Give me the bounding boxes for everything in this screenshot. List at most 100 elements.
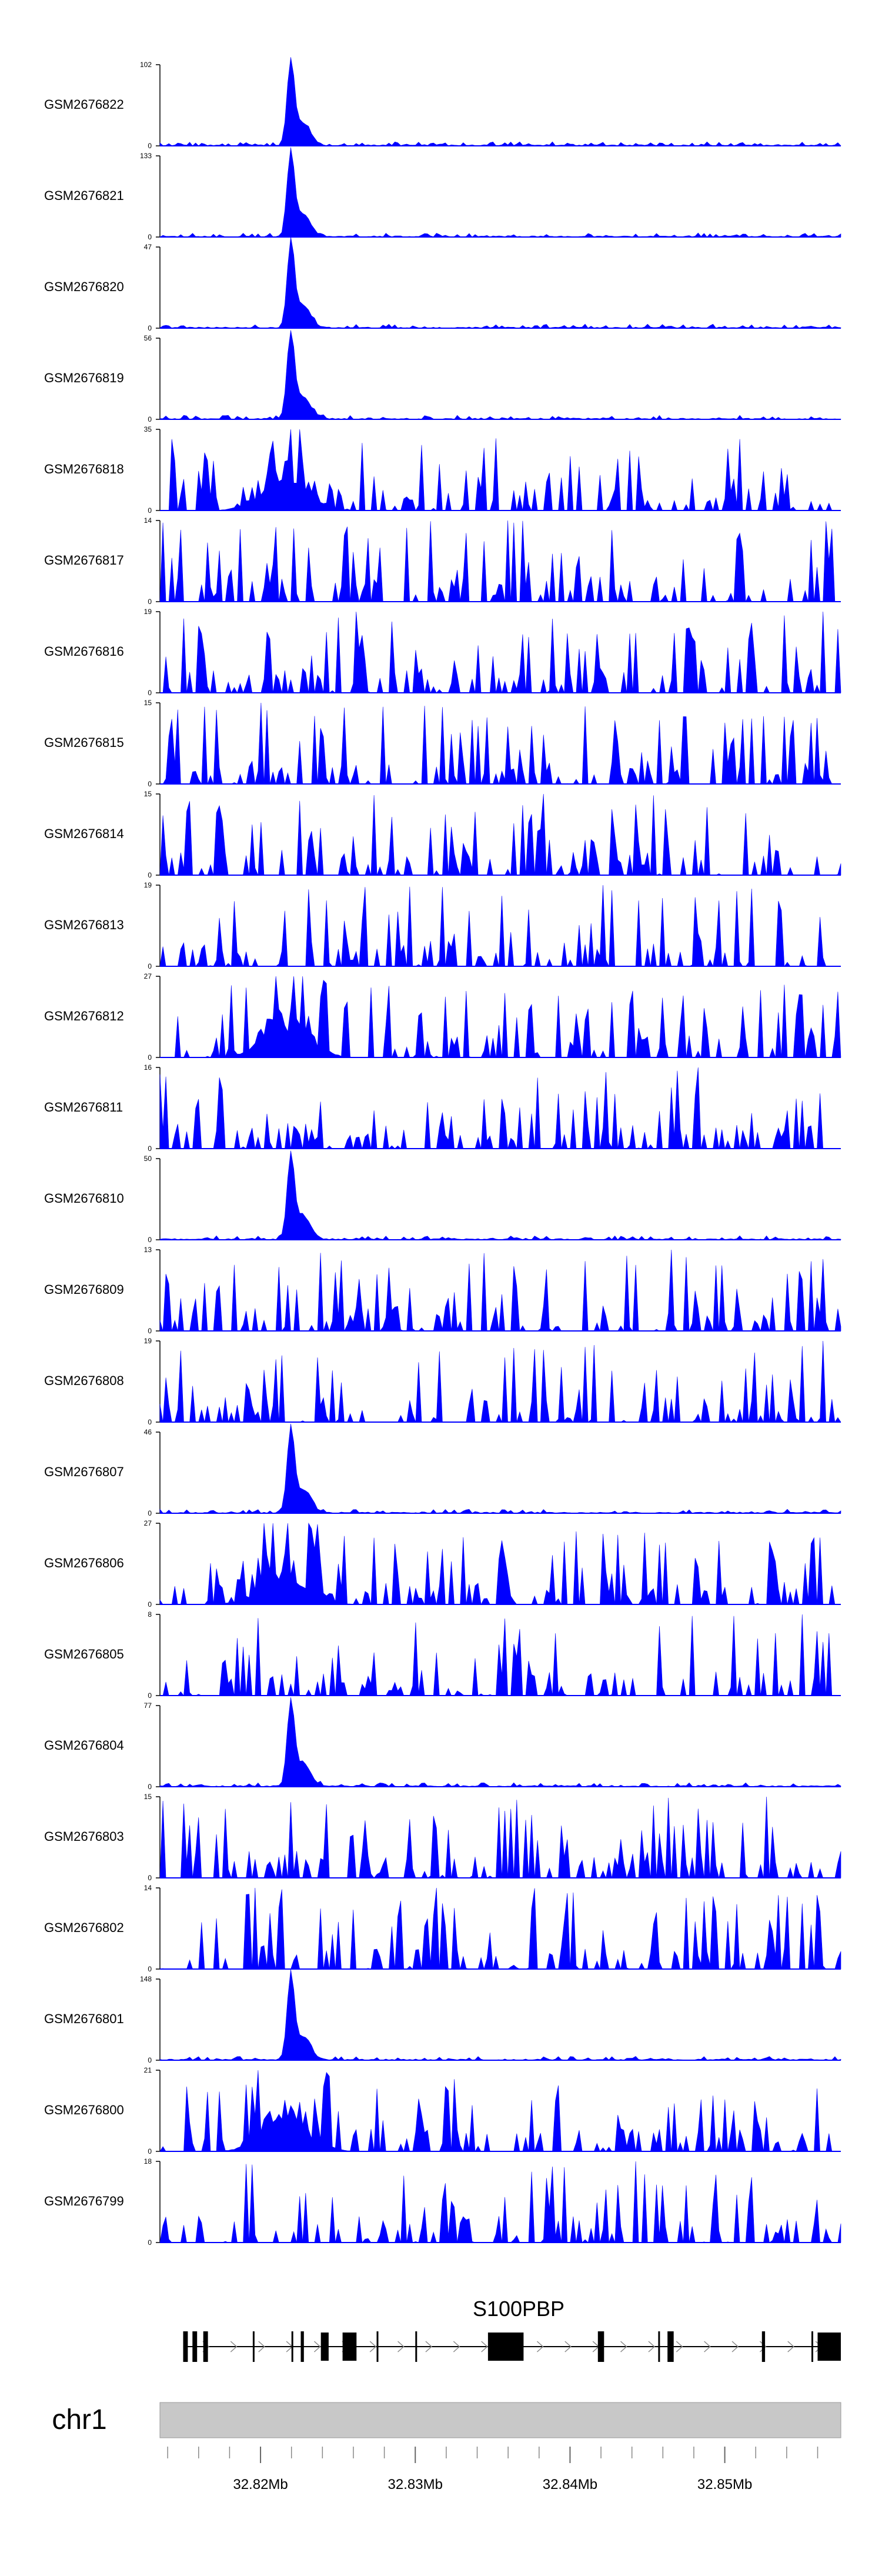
yzero-label: 0 (148, 2238, 152, 2247)
exon (415, 2331, 417, 2362)
yzero-label: 0 (148, 780, 152, 788)
sample-label: GSM2676819 (44, 371, 124, 385)
coverage-track: GSM2676807 46 0 (44, 1423, 841, 1517)
coverage-area (159, 2161, 841, 2243)
strand-arrow (648, 2341, 656, 2353)
coverage-track: GSM2676810 50 0 (44, 1150, 841, 1244)
ymax-label: 56 (144, 334, 152, 342)
sample-label: GSM2676816 (44, 644, 124, 659)
coverage-track: GSM2676816 19 0 (44, 608, 841, 697)
exon (811, 2331, 813, 2362)
yzero-label: 0 (148, 1965, 152, 1973)
sample-label: GSM2676809 (44, 1282, 124, 1297)
exon (203, 2331, 208, 2362)
coverage-area (159, 793, 841, 876)
yzero-label: 0 (148, 324, 152, 332)
coverage-track: GSM2676815 15 0 (44, 699, 841, 788)
sample-label: GSM2676815 (44, 735, 124, 750)
ymax-label: 19 (144, 608, 152, 616)
coverage-track: GSM2676814 15 0 (44, 790, 841, 879)
coverage-area (159, 885, 841, 967)
sample-label: GSM2676804 (44, 1738, 124, 1753)
coverage-area (159, 57, 841, 146)
yzero-label: 0 (148, 1236, 152, 1244)
yzero-label: 0 (148, 415, 152, 423)
coverage-area (160, 702, 841, 785)
sample-label: GSM2676818 (44, 462, 124, 476)
coverage-area (160, 429, 841, 512)
ymax-label: 19 (144, 1337, 152, 1345)
sample-label: GSM2676814 (44, 826, 124, 841)
ymax-label: 35 (144, 425, 152, 433)
sample-label: GSM2676822 (44, 97, 124, 112)
sample-label: GSM2676802 (44, 1920, 124, 1935)
strand-arrow (536, 2341, 544, 2353)
coverage-area (159, 1150, 841, 1240)
strand-arrow (731, 2341, 739, 2353)
sample-label: GSM2676801 (44, 2011, 124, 2026)
coverage-area (160, 976, 841, 1058)
gene-model: S100PBP (183, 2297, 841, 2362)
coverage-area (159, 1969, 841, 2061)
strand-arrow (620, 2341, 627, 2353)
strand-arrow (313, 2341, 321, 2353)
yzero-label: 0 (148, 2147, 152, 2155)
sample-label: GSM2676799 (44, 2194, 124, 2208)
coverage-area (160, 1614, 841, 1696)
sample-label: GSM2676805 (44, 1647, 124, 1661)
coverage-area (159, 1249, 841, 1332)
yzero-label: 0 (148, 142, 152, 150)
strand-arrow (369, 2341, 377, 2353)
strand-arrow (676, 2341, 683, 2353)
yzero-label: 0 (148, 962, 152, 970)
sample-label: GSM2676800 (44, 2103, 124, 2117)
coverage-area (159, 1887, 841, 1970)
coverage-track: GSM2676802 14 0 (44, 1884, 841, 1973)
exon (183, 2331, 188, 2362)
exon (300, 2331, 304, 2362)
gene-name: S100PBP (473, 2297, 564, 2321)
exon (658, 2331, 660, 2362)
strand-arrow (230, 2341, 238, 2353)
coverage-track: GSM2676800 21 0 (44, 2066, 841, 2155)
coordinate-tick-label: 32.83Mb (388, 2477, 443, 2492)
exon (817, 2333, 841, 2361)
yzero-label: 0 (148, 233, 152, 241)
coverage-track: GSM2676801 148 0 (44, 1969, 841, 2064)
ymax-label: 14 (144, 516, 152, 525)
strand-arrow (481, 2341, 488, 2353)
ymax-label: 27 (144, 972, 152, 980)
sample-label: GSM2676808 (44, 1373, 124, 1388)
coverage-area (159, 1522, 841, 1606)
exon (376, 2331, 379, 2362)
exon (291, 2331, 293, 2362)
coverage-area (159, 1697, 841, 1787)
strand-arrow (425, 2341, 433, 2353)
sample-label: GSM2676821 (44, 188, 124, 203)
sample-label: GSM2676803 (44, 1829, 124, 1844)
ymax-label: 14 (144, 1884, 152, 1892)
ymax-label: 50 (144, 1154, 152, 1163)
ymax-label: 46 (144, 1428, 152, 1436)
exon (761, 2331, 766, 2362)
chromosome-label: chr1 (52, 2404, 106, 2435)
coverage-track: GSM2676805 8 0 (44, 1610, 841, 1700)
ymax-label: 27 (144, 1519, 152, 1527)
coordinate-tick-label: 32.85Mb (697, 2477, 752, 2492)
coverage-track: GSM2676808 19 0 (44, 1337, 841, 1426)
strand-arrow (787, 2341, 794, 2353)
yzero-label: 0 (148, 1783, 152, 1791)
ymax-label: 19 (144, 881, 152, 889)
coverage-track: GSM2676820 47 0 (44, 236, 841, 332)
sample-label: GSM2676812 (44, 1009, 124, 1023)
sample-label: GSM2676820 (44, 279, 124, 294)
coverage-track: GSM2676812 27 0 (44, 972, 841, 1062)
ymax-label: 15 (144, 1793, 152, 1801)
strand-arrow (564, 2341, 572, 2353)
yzero-label: 0 (148, 1418, 152, 1426)
strand-arrow (453, 2341, 460, 2353)
ymax-label: 47 (144, 243, 152, 251)
sample-label: GSM2676813 (44, 917, 124, 932)
coverage-area (160, 611, 841, 694)
